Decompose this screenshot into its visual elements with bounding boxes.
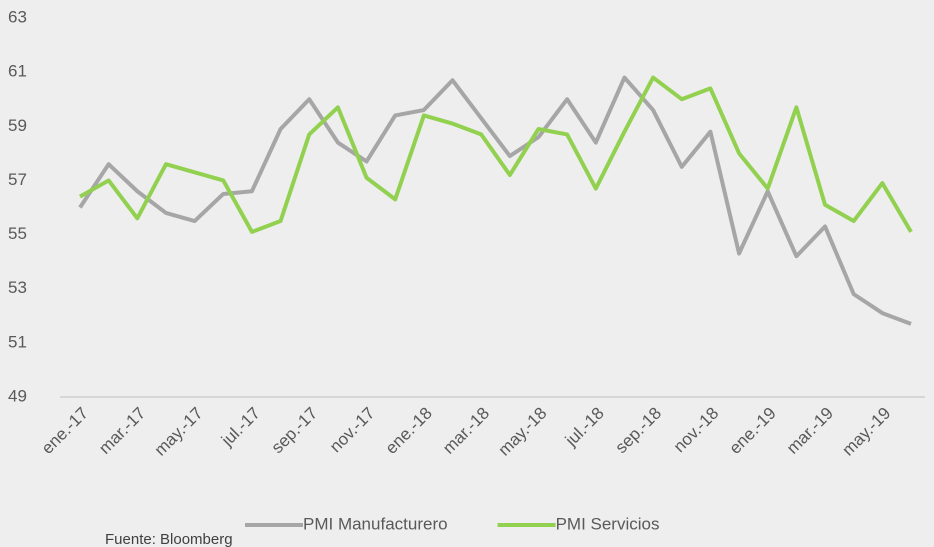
x-tick-label: jul.-17: [217, 404, 264, 451]
x-tick-label: may.-17: [151, 404, 207, 460]
x-tick-label: nov.-17: [326, 404, 379, 457]
x-tick-label: sep.-17: [268, 404, 322, 458]
x-tick-label: mar.-17: [95, 404, 149, 458]
x-tick-label: nov.-18: [670, 404, 723, 457]
x-tick-label: mar.-19: [783, 404, 837, 458]
series-line: [78, 75, 912, 326]
x-tick-label: ene.-19: [726, 404, 780, 458]
x-tick-label: ene.-18: [382, 404, 436, 458]
legend-label: PMI Servicios: [556, 514, 660, 533]
legend-label: PMI Manufacturero: [303, 514, 448, 533]
y-tick-label: 61: [8, 62, 27, 81]
y-tick-label: 53: [8, 278, 27, 297]
x-tick-label: may.-19: [838, 404, 894, 460]
y-tick-label: 49: [8, 386, 27, 405]
x-tick-label: sep.-18: [612, 404, 666, 458]
x-tick-label: jul.-18: [561, 404, 608, 451]
series-line: [79, 75, 913, 234]
y-tick-label: 55: [8, 224, 27, 243]
y-tick-label: 59: [8, 116, 27, 135]
x-tick-label: may.-18: [495, 404, 551, 460]
x-tick-label: mar.-18: [439, 404, 493, 458]
y-tick-label: 51: [8, 332, 27, 351]
y-tick-label: 57: [8, 170, 27, 189]
x-tick-label: ene.-17: [38, 404, 92, 458]
source-note: Fuente: Bloomberg: [105, 531, 233, 547]
y-tick-label: 63: [8, 7, 27, 26]
